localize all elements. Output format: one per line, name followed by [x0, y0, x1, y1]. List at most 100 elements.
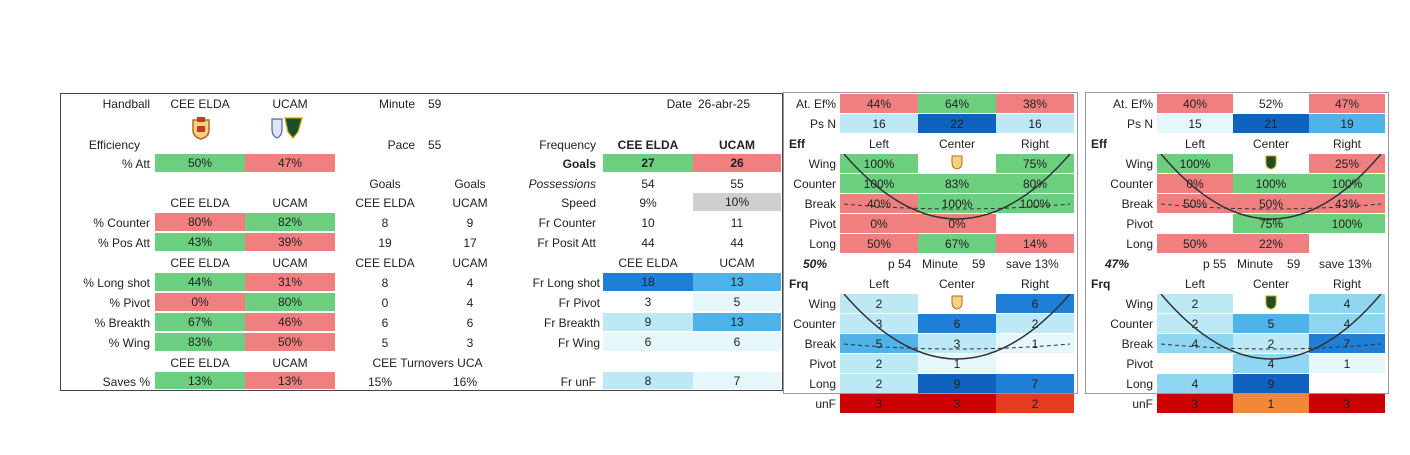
unf-label-1: unF	[1132, 397, 1153, 411]
fr-pivot-b: 5	[693, 293, 781, 311]
eff-cell-0-2-2: 100%	[996, 194, 1074, 213]
sec2-goals-head-b: UCAM	[452, 256, 488, 270]
frq-cell-0-3-2	[996, 354, 1074, 373]
freq-goals-a: 27	[603, 154, 693, 172]
breakth-a: 67%	[155, 313, 245, 331]
freq-counter-a: 10	[641, 216, 655, 230]
summary-mval-0: 59	[972, 257, 986, 271]
summary-pct-1: 47%	[1105, 257, 1130, 271]
posatt-b: 39%	[245, 233, 335, 251]
fr-wing-b: 6	[693, 333, 781, 351]
eff-col-0-1: Center	[938, 137, 976, 151]
longshot-goals-a: 8	[381, 276, 389, 290]
handball-label: Handball	[102, 97, 150, 111]
unf-cell-0-2: 2	[996, 394, 1074, 413]
pace-value: 55	[428, 138, 442, 152]
eff-col-1-0: Left	[1184, 137, 1205, 151]
pace-label: Pace	[387, 138, 415, 152]
frq-cell-0-4-2: 7	[996, 374, 1074, 393]
unf-cell-1-1: 1	[1233, 394, 1309, 413]
posatt-goals-b: 17	[463, 236, 477, 250]
ps-value-0-1: 22	[918, 114, 996, 133]
eff-row-label-1-3: Pivot	[1126, 217, 1153, 231]
unf-cell-0-0: 3	[840, 394, 918, 413]
freq-team-a: CEE ELDA	[617, 138, 679, 152]
breakth-label: % Breakth	[94, 316, 150, 330]
eff-col-1-1: Center	[1252, 137, 1290, 151]
fr-longshot-b: 13	[693, 273, 781, 291]
eff-cell-0-0-1	[918, 154, 996, 173]
frq-row-label-0-2: Break	[804, 337, 836, 351]
goals-head-b: Goals	[454, 177, 486, 191]
eff-cell-0-4-0: 50%	[840, 234, 918, 253]
frq-cell-1-4-2	[1309, 374, 1385, 393]
frq-cell-1-4-1: 9	[1233, 374, 1309, 393]
frq-cell-0-1-0: 3	[840, 314, 918, 333]
att-label: % Att	[121, 157, 150, 171]
eff-cell-1-1-1: 100%	[1233, 174, 1309, 193]
summary-minute-1: Minute	[1237, 257, 1274, 271]
frq-cell-0-1-2: 2	[996, 314, 1074, 333]
frq-label-0: Frq	[789, 277, 809, 291]
saves-a: 13%	[155, 372, 245, 389]
fr-pivot-label: Fr Pivot	[558, 296, 600, 310]
eff-cell-1-1-2: 100%	[1309, 174, 1385, 193]
sec1-head-a: CEE ELDA	[170, 196, 230, 210]
eff-row-label-0-1: Counter	[793, 177, 836, 191]
sec1-goals-head-b: UCAM	[452, 196, 488, 210]
team-b-name: UCAM	[272, 97, 308, 111]
unf-cell-0-1: 3	[918, 394, 996, 413]
eff-cell-0-0-0: 100%	[840, 154, 918, 173]
eff-cell-0-1-2: 80%	[996, 174, 1074, 193]
frq-cell-0-0-1	[918, 294, 996, 313]
ps-value-0-2: 16	[996, 114, 1074, 133]
frq-col-0-2: Right	[1020, 277, 1049, 291]
counter-goals-a: 8	[381, 216, 389, 230]
eff-cell-0-2-0: 40%	[840, 194, 918, 213]
eff-cell-1-4-0: 50%	[1157, 234, 1233, 253]
frq-cell-1-3-1: 4	[1233, 354, 1309, 373]
frq-row-label-1-2: Break	[1121, 337, 1153, 351]
frq-cell-0-3-1: 1	[918, 354, 996, 373]
turnovers-head: CEE Turnovers UCA	[372, 356, 483, 370]
breakth-goals-b: 6	[466, 316, 474, 330]
pivot-label: % Pivot	[109, 296, 150, 310]
eff-cell-1-0-0: 100%	[1157, 154, 1233, 173]
frq-cell-0-2-0: 5	[840, 334, 918, 353]
ps-value-0-0: 16	[840, 114, 918, 133]
fr-breakth-a: 9	[603, 313, 693, 331]
freq-posatt-label: Fr Posit Att	[537, 236, 596, 250]
frq-row-label-1-1: Counter	[1110, 317, 1153, 331]
summary-p-1: p 55	[1203, 257, 1227, 271]
frq-cell-0-4-1: 9	[918, 374, 996, 393]
sec2-freq-head-a: CEE ELDA	[618, 256, 678, 270]
summary-minute-0: Minute	[922, 257, 959, 271]
counter-b: 82%	[245, 213, 335, 231]
frq-cell-1-1-2: 4	[1309, 314, 1385, 333]
saves-label: Saves %	[102, 375, 150, 389]
eff-cell-1-4-1: 22%	[1233, 234, 1309, 253]
eff-cell-1-0-1	[1233, 154, 1309, 173]
frq-cell-0-4-0: 2	[840, 374, 918, 393]
eff-cell-0-0-2: 75%	[996, 154, 1074, 173]
frq-cell-1-2-1: 2	[1233, 334, 1309, 353]
counter-label: % Counter	[93, 216, 150, 230]
counter-goals-b: 9	[466, 216, 474, 230]
frq-cell-1-0-1	[1233, 294, 1309, 313]
frq-row-label-1-4: Long	[1126, 377, 1153, 391]
ps-value-1-0: 15	[1157, 114, 1233, 133]
eff-cell-0-1-1: 83%	[918, 174, 996, 193]
minute-label: Minute	[378, 97, 415, 111]
eff-cell-1-2-2: 43%	[1309, 194, 1385, 213]
eff-row-label-0-4: Long	[809, 237, 836, 251]
longshot-goals-b: 4	[466, 276, 474, 290]
freq-posatt-a: 44	[641, 236, 655, 250]
eff-cell-0-3-1: 0%	[918, 214, 996, 233]
wing-goals-a: 5	[381, 336, 389, 350]
frq-row-label-0-3: Pivot	[809, 357, 836, 371]
frq-cell-0-0-2: 6	[996, 294, 1074, 313]
eff-cell-1-2-0: 50%	[1157, 194, 1233, 213]
team-b-crest-icon	[271, 117, 303, 139]
posatt-goals-a: 19	[378, 236, 392, 250]
date-label: Date	[666, 97, 692, 111]
